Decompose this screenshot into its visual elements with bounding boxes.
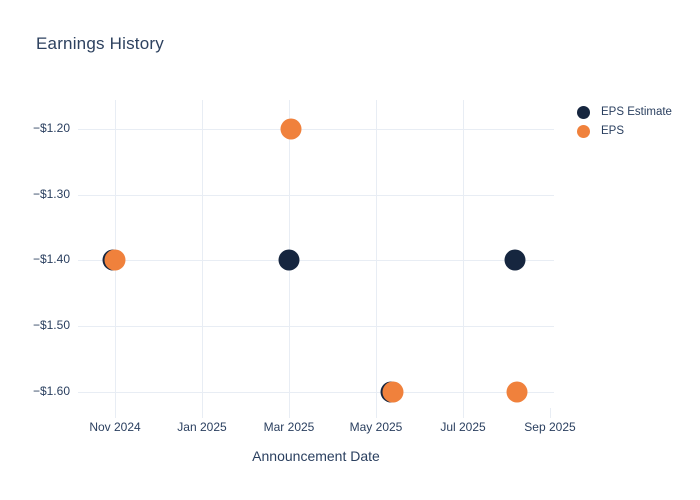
x-tick-label: Mar 2025 bbox=[263, 420, 315, 434]
x-axis-title: Announcement Date bbox=[252, 448, 380, 464]
data-point-eps-estimate[interactable] bbox=[278, 249, 300, 271]
x-tick-label: Nov 2024 bbox=[89, 420, 141, 434]
y-tick-label: −$1.20 bbox=[32, 121, 70, 135]
legend: EPS Estimate EPS bbox=[577, 104, 672, 139]
gridline-vertical bbox=[463, 100, 464, 418]
chart-title: Earnings History bbox=[36, 34, 164, 53]
y-tick-label: −$1.60 bbox=[32, 383, 70, 398]
data-point-eps-estimate[interactable] bbox=[504, 249, 526, 271]
eps-swatch-icon bbox=[577, 124, 590, 138]
data-point-eps[interactable] bbox=[280, 118, 302, 140]
x-axis-tick bbox=[550, 408, 551, 418]
eps-estimate-swatch-icon bbox=[577, 105, 590, 119]
data-point-eps[interactable] bbox=[382, 381, 404, 402]
legend-label: EPS bbox=[601, 125, 625, 137]
x-tick-label: Jan 2025 bbox=[177, 420, 227, 434]
y-tick-label: −$1.50 bbox=[32, 317, 70, 332]
legend-label: EPS Estimate bbox=[601, 106, 672, 118]
legend-item-eps[interactable]: EPS bbox=[577, 123, 672, 139]
x-tick-label: Sep 2025 bbox=[524, 420, 576, 434]
gridline-horizontal bbox=[78, 392, 554, 393]
y-tick-label: −$1.30 bbox=[32, 186, 70, 201]
gridline-horizontal bbox=[78, 260, 554, 261]
data-point-eps[interactable] bbox=[104, 249, 126, 271]
gridline-vertical bbox=[376, 100, 377, 418]
x-tick-label: Jul 2025 bbox=[440, 420, 486, 434]
y-tick-label: −$1.40 bbox=[32, 252, 70, 267]
gridline-vertical bbox=[202, 100, 203, 418]
x-tick-label: May 2025 bbox=[349, 420, 403, 434]
gridline-horizontal bbox=[78, 326, 554, 327]
gridline-horizontal bbox=[78, 195, 554, 196]
legend-item-eps-estimate[interactable]: EPS Estimate bbox=[577, 104, 672, 120]
gridline-horizontal bbox=[78, 129, 554, 130]
data-point-eps[interactable] bbox=[506, 381, 528, 402]
